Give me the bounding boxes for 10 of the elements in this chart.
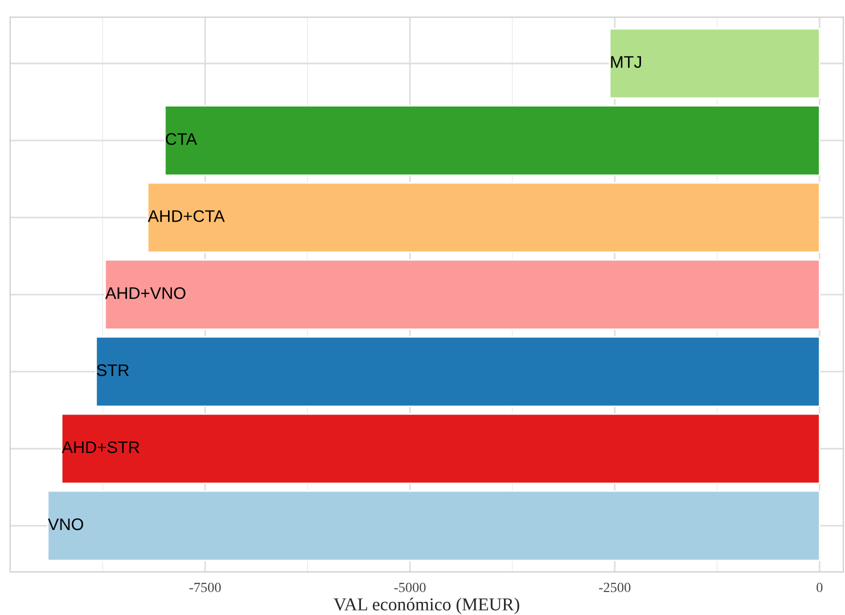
y-tick-label: VNO bbox=[48, 518, 84, 530]
x-tick-label: -2500 bbox=[599, 582, 630, 592]
x-tick-label: 0 bbox=[816, 582, 822, 592]
x-tick-label: -5000 bbox=[394, 582, 426, 592]
y-tick-label: AHD+VNO bbox=[105, 287, 186, 300]
y-tick-label: STR bbox=[96, 364, 129, 376]
y-tick-label: MTJ bbox=[611, 56, 641, 68]
y-tick-label: CTA bbox=[166, 133, 198, 145]
x-tick-label: -7500 bbox=[189, 582, 221, 592]
x-axis-title: VAL económico (MEUR) bbox=[334, 598, 520, 614]
